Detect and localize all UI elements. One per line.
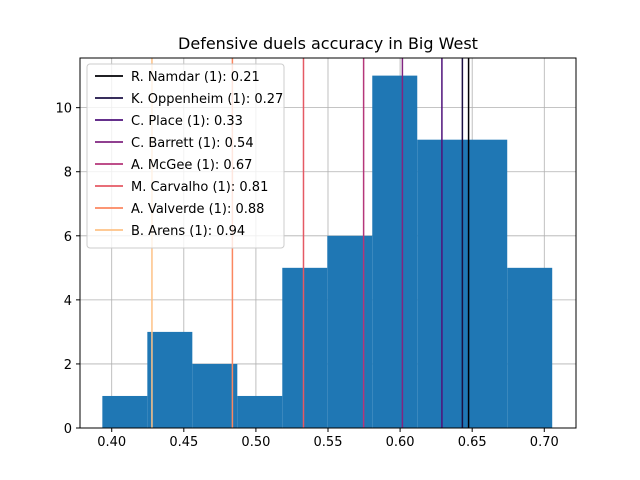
x-tick-label: 0.45 — [169, 435, 198, 450]
y-tick-label: 4 — [64, 294, 72, 309]
legend-label: B. Arens (1): 0.94 — [131, 224, 245, 239]
y-tick-label: 2 — [64, 358, 72, 373]
legend-label: R. Namdar (1): 0.21 — [131, 70, 260, 85]
legend-label: C. Place (1): 0.33 — [131, 114, 243, 129]
x-tick-label: 0.50 — [241, 435, 270, 450]
x-tick-label: 0.70 — [530, 435, 559, 450]
legend-label: A. McGee (1): 0.67 — [131, 158, 252, 173]
legend-box — [86, 63, 285, 249]
x-tick-label: 0.60 — [386, 435, 415, 450]
legend-label: M. Carvalho (1): 0.81 — [131, 180, 268, 195]
histogram-bar — [507, 267, 553, 428]
histogram-bar — [417, 139, 463, 429]
y-axis-ticks: 0 2 4 6 8 10 — [55, 102, 80, 437]
y-tick-label: 0 — [64, 422, 72, 437]
legend: R. Namdar (1): 0.21 K. Oppenheim (1): 0.2… — [86, 63, 285, 249]
histogram-bar — [192, 363, 238, 428]
histogram-bar — [237, 395, 283, 428]
histogram-bar — [102, 395, 148, 428]
histogram-bar — [462, 139, 508, 429]
histogram-bar — [372, 75, 418, 428]
histogram-bar — [327, 235, 373, 428]
legend-label: K. Oppenheim (1): 0.27 — [131, 92, 283, 107]
x-axis-ticks: 0.40 0.45 0.50 0.55 0.60 0.65 0.70 — [97, 428, 559, 450]
y-tick-label: 6 — [64, 230, 72, 245]
histogram-bars — [102, 75, 553, 429]
histogram-bar — [147, 331, 193, 428]
y-tick-label: 8 — [64, 166, 72, 181]
x-tick-label: 0.40 — [97, 435, 126, 450]
histogram-bar — [282, 267, 328, 428]
chart-title: Defensive duels accuracy in Big West — [178, 34, 478, 53]
y-tick-label: 10 — [55, 102, 72, 117]
legend-label: A. Valverde (1): 0.88 — [131, 202, 264, 217]
x-tick-label: 0.65 — [458, 435, 487, 450]
legend-label: C. Barrett (1): 0.54 — [131, 136, 254, 151]
x-tick-label: 0.55 — [314, 435, 343, 450]
